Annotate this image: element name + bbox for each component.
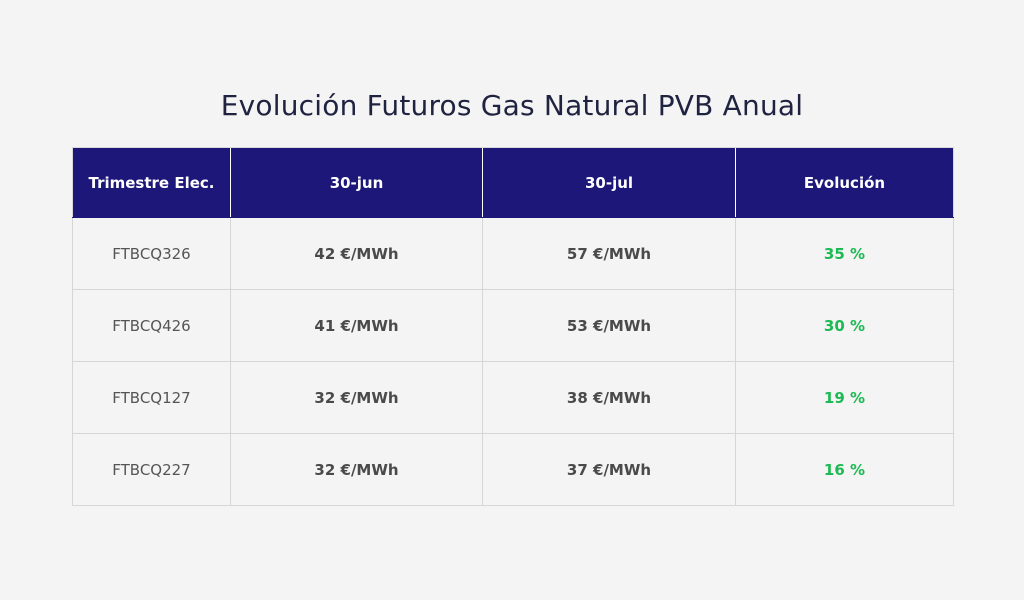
table-row: FTBCQ326 42 €/MWh 57 €/MWh 35 % [72,217,954,290]
table-header-row: Trimestre Elec. 30-jun 30-jul Evolución [72,147,954,218]
cell-price-jun: 41 €/MWh [230,289,483,362]
column-header-30-jun: 30-jun [230,147,483,218]
cell-price-jun: 32 €/MWh [230,433,483,506]
table-row: FTBCQ426 41 €/MWh 53 €/MWh 30 % [72,289,954,362]
futures-table: Trimestre Elec. 30-jun 30-jul Evolución … [72,147,954,506]
cell-price-jul: 53 €/MWh [482,289,736,362]
cell-price-jun: 42 €/MWh [230,217,483,290]
cell-code: FTBCQ426 [72,289,231,362]
cell-price-jul: 57 €/MWh [482,217,736,290]
cell-evolution: 19 % [735,361,954,434]
cell-price-jul: 37 €/MWh [482,433,736,506]
cell-price-jul: 38 €/MWh [482,361,736,434]
page-title: Evolución Futuros Gas Natural PVB Anual [220,88,804,122]
column-header-evolucion: Evolución [735,147,954,218]
column-header-30-jul: 30-jul [482,147,736,218]
table-row: FTBCQ227 32 €/MWh 37 €/MWh 16 % [72,433,954,506]
cell-code: FTBCQ127 [72,361,231,434]
cell-code: FTBCQ326 [72,217,231,290]
cell-code: FTBCQ227 [72,433,231,506]
cell-evolution: 30 % [735,289,954,362]
table-row: FTBCQ127 32 €/MWh 38 €/MWh 19 % [72,361,954,434]
column-header-trimestre: Trimestre Elec. [72,147,231,218]
cell-evolution: 35 % [735,217,954,290]
cell-evolution: 16 % [735,433,954,506]
cell-price-jun: 32 €/MWh [230,361,483,434]
